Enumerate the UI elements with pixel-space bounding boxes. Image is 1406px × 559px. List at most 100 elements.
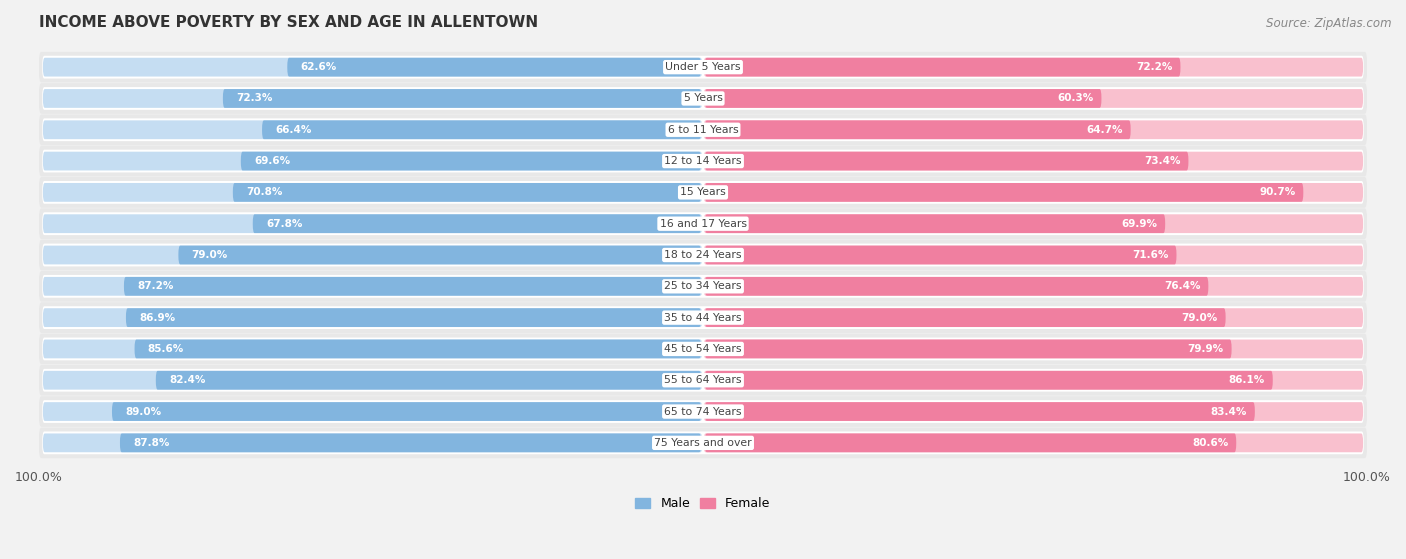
Text: 87.2%: 87.2% [138, 281, 173, 291]
FancyBboxPatch shape [42, 275, 1364, 298]
FancyBboxPatch shape [42, 400, 1364, 423]
Text: 82.4%: 82.4% [169, 375, 205, 385]
FancyBboxPatch shape [704, 339, 1232, 358]
FancyBboxPatch shape [703, 277, 1362, 296]
FancyBboxPatch shape [39, 334, 1367, 364]
FancyBboxPatch shape [703, 371, 1362, 390]
FancyBboxPatch shape [39, 83, 1367, 114]
FancyBboxPatch shape [704, 120, 1130, 139]
FancyBboxPatch shape [42, 181, 1364, 204]
FancyBboxPatch shape [42, 369, 1364, 392]
Text: 15 Years: 15 Years [681, 187, 725, 197]
FancyBboxPatch shape [42, 244, 1364, 267]
FancyBboxPatch shape [112, 402, 702, 421]
Text: 79.0%: 79.0% [191, 250, 228, 260]
Text: 87.8%: 87.8% [134, 438, 170, 448]
Text: 60.3%: 60.3% [1057, 93, 1094, 103]
FancyBboxPatch shape [44, 308, 703, 327]
Text: 67.8%: 67.8% [266, 219, 302, 229]
Text: 89.0%: 89.0% [125, 406, 162, 416]
FancyBboxPatch shape [703, 58, 1362, 77]
FancyBboxPatch shape [120, 433, 702, 452]
FancyBboxPatch shape [39, 365, 1367, 396]
FancyBboxPatch shape [704, 371, 1272, 390]
Text: 70.8%: 70.8% [246, 187, 283, 197]
FancyBboxPatch shape [233, 183, 702, 202]
FancyBboxPatch shape [127, 308, 702, 327]
Text: Under 5 Years: Under 5 Years [665, 62, 741, 72]
FancyBboxPatch shape [39, 52, 1367, 83]
FancyBboxPatch shape [704, 183, 1303, 202]
Text: 16 and 17 Years: 16 and 17 Years [659, 219, 747, 229]
Text: Source: ZipAtlas.com: Source: ZipAtlas.com [1267, 17, 1392, 30]
Text: 62.6%: 62.6% [301, 62, 337, 72]
Text: 55 to 64 Years: 55 to 64 Years [664, 375, 742, 385]
FancyBboxPatch shape [44, 151, 703, 170]
FancyBboxPatch shape [704, 433, 1236, 452]
FancyBboxPatch shape [224, 89, 702, 108]
Text: 75 Years and over: 75 Years and over [654, 438, 752, 448]
Text: 83.4%: 83.4% [1211, 406, 1247, 416]
FancyBboxPatch shape [703, 120, 1362, 139]
FancyBboxPatch shape [42, 306, 1364, 329]
FancyBboxPatch shape [704, 277, 1208, 296]
Text: 86.9%: 86.9% [139, 312, 176, 323]
FancyBboxPatch shape [44, 277, 703, 296]
Text: 18 to 24 Years: 18 to 24 Years [664, 250, 742, 260]
Text: 69.6%: 69.6% [254, 156, 290, 166]
FancyBboxPatch shape [156, 371, 702, 390]
FancyBboxPatch shape [135, 339, 702, 358]
FancyBboxPatch shape [42, 119, 1364, 141]
Legend: Male, Female: Male, Female [630, 492, 776, 515]
FancyBboxPatch shape [42, 432, 1364, 454]
Text: 86.1%: 86.1% [1229, 375, 1265, 385]
FancyBboxPatch shape [42, 87, 1364, 110]
Text: 12 to 14 Years: 12 to 14 Years [664, 156, 742, 166]
FancyBboxPatch shape [39, 240, 1367, 271]
FancyBboxPatch shape [704, 151, 1188, 170]
Text: 90.7%: 90.7% [1260, 187, 1295, 197]
Text: 64.7%: 64.7% [1087, 125, 1122, 135]
FancyBboxPatch shape [44, 371, 703, 390]
FancyBboxPatch shape [42, 212, 1364, 235]
FancyBboxPatch shape [44, 120, 703, 139]
FancyBboxPatch shape [44, 89, 703, 108]
FancyBboxPatch shape [703, 214, 1362, 233]
Text: 65 to 74 Years: 65 to 74 Years [664, 406, 742, 416]
FancyBboxPatch shape [44, 433, 703, 452]
Text: 85.6%: 85.6% [148, 344, 184, 354]
Text: 45 to 54 Years: 45 to 54 Years [664, 344, 742, 354]
Text: 71.6%: 71.6% [1132, 250, 1168, 260]
Text: 69.9%: 69.9% [1121, 219, 1157, 229]
FancyBboxPatch shape [704, 89, 1101, 108]
FancyBboxPatch shape [703, 339, 1362, 358]
FancyBboxPatch shape [704, 58, 1181, 77]
FancyBboxPatch shape [704, 245, 1177, 264]
FancyBboxPatch shape [703, 151, 1362, 170]
FancyBboxPatch shape [703, 308, 1362, 327]
FancyBboxPatch shape [253, 214, 702, 233]
FancyBboxPatch shape [704, 214, 1166, 233]
Text: 72.3%: 72.3% [236, 93, 273, 103]
FancyBboxPatch shape [124, 277, 702, 296]
FancyBboxPatch shape [44, 214, 703, 233]
FancyBboxPatch shape [39, 428, 1367, 458]
Text: 66.4%: 66.4% [276, 125, 312, 135]
FancyBboxPatch shape [240, 151, 702, 170]
FancyBboxPatch shape [704, 402, 1254, 421]
FancyBboxPatch shape [44, 58, 703, 77]
Text: 73.4%: 73.4% [1144, 156, 1181, 166]
FancyBboxPatch shape [703, 433, 1362, 452]
FancyBboxPatch shape [703, 183, 1362, 202]
FancyBboxPatch shape [39, 115, 1367, 145]
FancyBboxPatch shape [44, 183, 703, 202]
FancyBboxPatch shape [39, 302, 1367, 333]
FancyBboxPatch shape [179, 245, 702, 264]
FancyBboxPatch shape [42, 338, 1364, 361]
FancyBboxPatch shape [262, 120, 702, 139]
FancyBboxPatch shape [42, 56, 1364, 79]
FancyBboxPatch shape [39, 271, 1367, 302]
FancyBboxPatch shape [44, 402, 703, 421]
FancyBboxPatch shape [39, 177, 1367, 208]
Text: 5 Years: 5 Years [683, 93, 723, 103]
